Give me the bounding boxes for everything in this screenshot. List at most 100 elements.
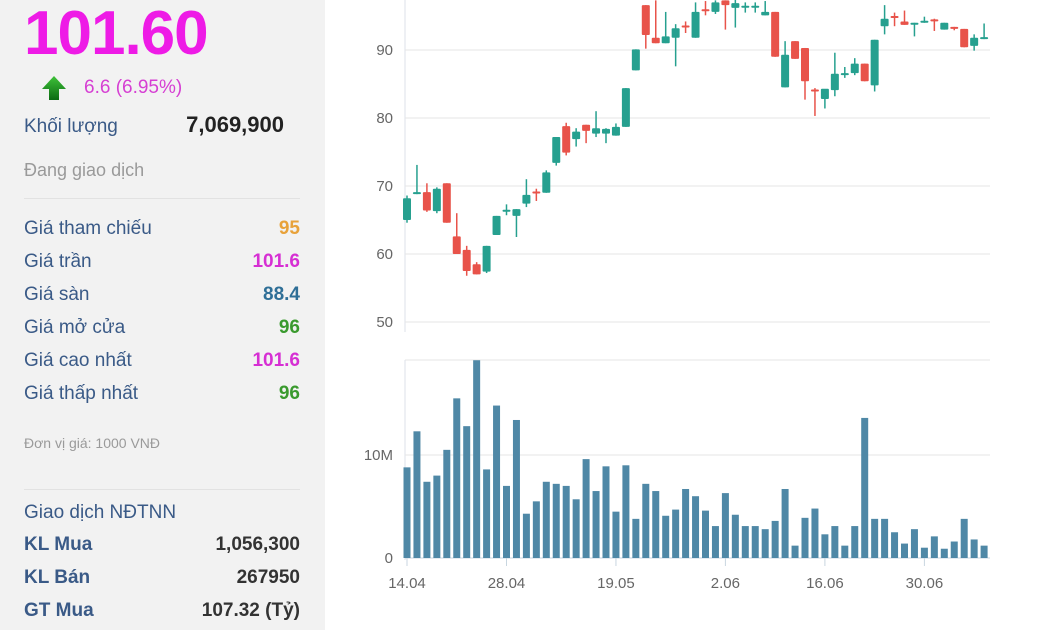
volume-bar <box>622 465 630 558</box>
price-chart: 50 60 70 80 90 0 10M 14.04 28.04 19.05 2.06 16.06 30… <box>325 0 1050 630</box>
price-row: Giá trần 101.6 <box>24 251 300 273</box>
candle-body <box>422 192 431 211</box>
volume-bar <box>552 483 560 558</box>
x-tick-label: 16.06 <box>806 575 844 592</box>
volume-bar <box>473 360 481 558</box>
candle-body <box>482 245 491 272</box>
quote-panel: 101.60 6.6 (6.95%) Khối lượng 7,069,900 … <box>0 0 325 630</box>
volume-bar <box>522 513 530 558</box>
candle-body <box>651 37 660 44</box>
price-label: Giá sàn <box>24 284 90 305</box>
candle-body <box>661 36 670 44</box>
volume-bar <box>861 417 869 558</box>
candle-body <box>711 2 720 12</box>
price-value: 96 <box>278 317 300 338</box>
volume-bar <box>781 488 789 558</box>
price-tick-label: 70 <box>376 178 393 195</box>
foreign-label: GT Mua <box>24 600 94 621</box>
volume-value: 7,069,900 <box>186 112 284 137</box>
volume-bar <box>413 431 421 558</box>
volume-bar <box>940 548 948 558</box>
foreign-value: 107.32 (Tỷ) <box>201 600 300 621</box>
volume-bar <box>483 469 491 558</box>
price-label: Giá mở cửa <box>24 317 126 338</box>
volume-bar <box>652 491 660 558</box>
candle-body <box>761 11 770 16</box>
volume-bar <box>901 543 908 558</box>
candle-body <box>751 5 760 8</box>
candle-body <box>830 73 839 91</box>
candle-body <box>781 54 790 88</box>
volume-tick-label: 10M <box>364 447 393 464</box>
volume-bar <box>493 405 501 558</box>
candle-body <box>403 198 411 220</box>
candle-body <box>671 28 680 38</box>
candle-body <box>602 128 610 134</box>
x-tick-label: 19.05 <box>597 575 635 592</box>
price-value: 101.6 <box>252 350 300 371</box>
candle-body <box>970 37 979 46</box>
volume-bar <box>572 499 580 558</box>
candle-body <box>432 188 441 212</box>
price-row: Giá sàn 88.4 <box>24 284 300 306</box>
price-row: Giá thấp nhất 96 <box>24 383 300 405</box>
price-value: 101.6 <box>252 251 300 272</box>
volume-bar <box>582 459 590 558</box>
x-tick-label: 28.04 <box>488 575 526 592</box>
foreign-label: KL Mua <box>24 534 93 555</box>
volume-bar <box>672 509 680 558</box>
price-label: Giá thấp nhất <box>24 383 139 404</box>
candle-body <box>641 5 650 36</box>
volume-bar <box>960 518 968 558</box>
candle-body <box>860 63 869 82</box>
price-label: Giá tham chiếu <box>24 218 152 239</box>
price-label: Giá cao nhất <box>24 350 132 371</box>
volume-bar <box>532 501 540 558</box>
volume-bar <box>761 529 769 558</box>
candle-body <box>980 37 989 40</box>
volume-bar <box>811 508 819 558</box>
volume-bar <box>662 515 670 558</box>
trading-status: Đang giao dịch <box>24 160 145 180</box>
foreign-row: GT Mua 107.32 (Tỷ) <box>24 600 300 622</box>
candle-body <box>681 25 690 28</box>
price-change: 6.6 (6.95%) <box>40 74 182 102</box>
foreign-title: Giao dịch NĐTNN <box>24 502 177 523</box>
candle-body <box>870 39 879 86</box>
volume-bar <box>443 449 451 558</box>
candle-body <box>791 41 800 59</box>
candlestick-chart: 50 60 70 80 90 0 10M 14.04 28.04 19.05 2.06 16.06 30… <box>364 0 990 592</box>
candle-body <box>691 11 700 38</box>
candle-body <box>611 126 620 136</box>
volume-bar <box>801 517 809 558</box>
candle-body <box>442 183 451 223</box>
volume-bar <box>692 496 700 558</box>
candle-body <box>462 249 471 271</box>
candle-body <box>721 0 730 6</box>
volume-bar <box>612 511 620 558</box>
volume-bar <box>741 526 749 558</box>
candle-body <box>631 49 640 71</box>
volume-bar <box>403 467 411 558</box>
candle-body <box>701 9 710 12</box>
volume-bar <box>910 529 918 558</box>
price-value: 88.4 <box>263 284 300 305</box>
volume-bar <box>771 520 779 558</box>
arrow-up-icon <box>42 76 66 100</box>
foreign-label: KL Bán <box>24 567 91 588</box>
candle-body <box>771 11 780 57</box>
price-value: 96 <box>278 383 300 404</box>
volume-bar <box>453 398 461 558</box>
volume-bar <box>831 526 839 558</box>
candle-body <box>910 22 919 25</box>
volume-bar <box>920 547 928 558</box>
volume-bar <box>891 532 899 558</box>
volume-bar <box>930 536 938 558</box>
candle-body <box>810 89 819 92</box>
volume-bar <box>503 485 510 558</box>
price-row: Giá tham chiếu 95 <box>24 218 300 240</box>
price-tick-label: 90 <box>376 42 393 59</box>
volume-bar <box>602 466 610 558</box>
candle-body <box>592 128 601 134</box>
candle-body <box>621 88 630 127</box>
